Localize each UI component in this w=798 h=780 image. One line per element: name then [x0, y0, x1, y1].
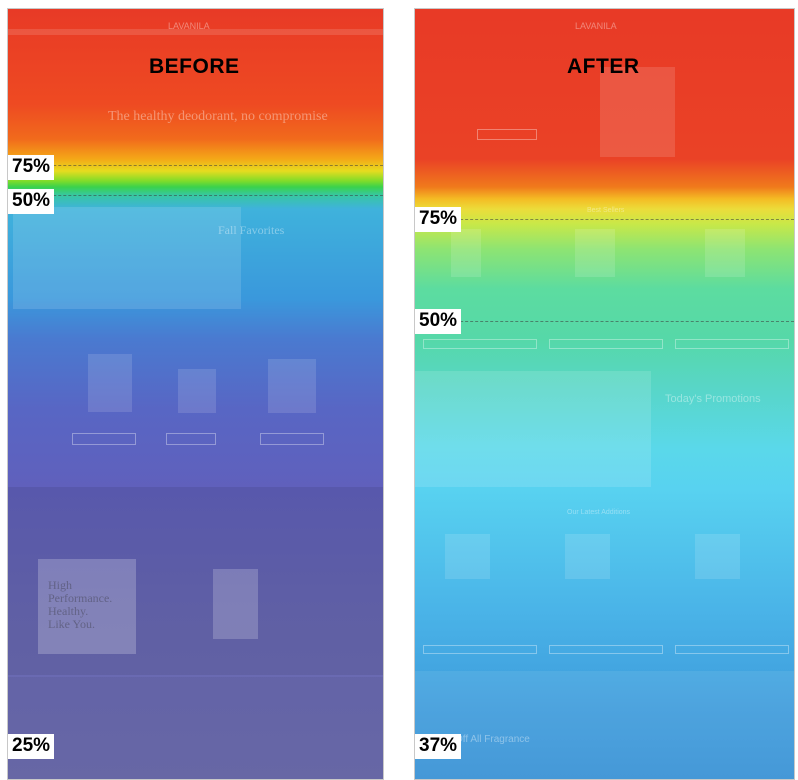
after-best-product-3	[705, 229, 745, 277]
after-50-line	[415, 321, 794, 322]
after-latest-heading: Our Latest Additions	[567, 509, 631, 516]
before-product-button-3[interactable]	[260, 433, 324, 445]
after-promo-image	[415, 371, 651, 487]
before-product-2	[178, 369, 216, 413]
after-title: AFTER	[567, 55, 640, 78]
after-brand-logo: LAVANILA	[575, 21, 617, 31]
before-heatmap-panel: LAVANILA The healthy deodorant, no compr…	[7, 8, 384, 780]
before-promo-line-3: Healthy.	[48, 604, 89, 618]
after-hero-button[interactable]	[477, 129, 537, 140]
after-marker-75: 75%	[415, 207, 462, 232]
after-latest-button-1[interactable]	[423, 645, 537, 654]
after-heatmap-panel: LAVANILA Best Sellers Today's Promotions…	[414, 8, 795, 780]
after-bottom-banner	[415, 671, 794, 779]
before-marker-75: 75%	[8, 155, 55, 180]
before-marker-50: 50%	[8, 189, 55, 214]
before-fall-image	[13, 207, 241, 309]
before-product-1	[88, 354, 132, 412]
before-nav-bar	[8, 29, 383, 35]
before-product-3	[268, 359, 316, 413]
before-promo-line-2: Performance.	[48, 591, 113, 605]
before-fall-heading: Fall Favorites	[218, 223, 285, 237]
after-latest-product-2	[565, 534, 610, 579]
after-best-product-2	[575, 229, 615, 277]
after-marker-37: 37%	[415, 734, 462, 759]
after-fragrance-text: Off All Fragrance	[455, 734, 530, 745]
after-best-product-1	[451, 229, 481, 277]
before-product-button-1[interactable]	[72, 433, 136, 445]
after-best-button-2[interactable]	[549, 339, 663, 349]
after-75-line	[415, 219, 794, 220]
before-marker-25: 25%	[8, 734, 55, 759]
before-promo-line-4: Like You.	[48, 617, 96, 631]
before-hero-headline: The healthy deodorant, no compromise	[108, 109, 328, 124]
before-promo-banner	[8, 487, 383, 675]
after-best-sellers: Best Sellers	[587, 207, 625, 214]
after-heatmap-overlay	[415, 9, 794, 779]
after-hero-product	[600, 67, 675, 157]
before-brand-logo: LAVANILA	[168, 21, 210, 31]
after-latest-button-2[interactable]	[549, 645, 663, 654]
before-heatmap-overlay	[8, 9, 383, 779]
before-title: BEFORE	[149, 55, 240, 78]
before-product-button-2[interactable]	[166, 433, 216, 445]
before-75-line	[8, 165, 383, 166]
after-best-button-3[interactable]	[675, 339, 789, 349]
before-promo-card	[38, 559, 136, 654]
after-best-button-1[interactable]	[423, 339, 537, 349]
after-latest-button-3[interactable]	[675, 645, 789, 654]
after-latest-product-3	[695, 534, 740, 579]
before-50-line	[8, 195, 383, 196]
before-promo-product	[213, 569, 258, 639]
after-promo-heading: Today's Promotions	[665, 393, 761, 405]
after-latest-product-1	[445, 534, 490, 579]
before-bottom-banner	[8, 677, 383, 779]
after-marker-50: 50%	[415, 309, 462, 334]
before-promo-line-1: High	[48, 578, 72, 592]
